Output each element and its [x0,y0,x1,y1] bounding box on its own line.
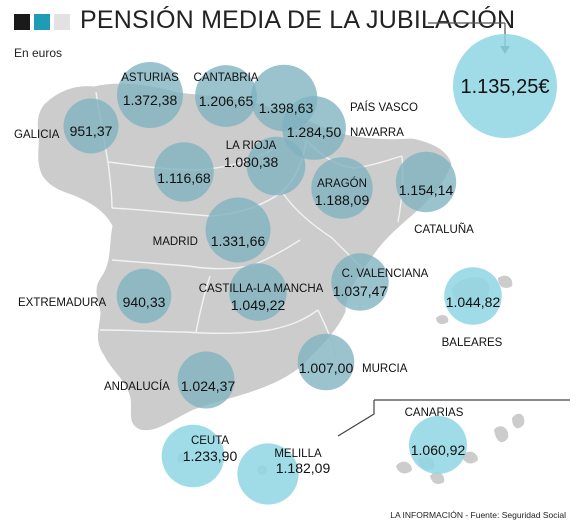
value-label: 940,33 [123,294,166,310]
region-name-label: ANDALUCÍA [104,380,170,393]
bubble-galicia [63,98,119,154]
region-name-label: EXTREMADURA [18,297,107,309]
region-name-label: CANARIAS [405,407,464,419]
value-label: 1.188,09 [315,192,370,208]
bubble-aragón [311,157,373,219]
value-label: 951,37 [70,123,113,139]
region-name-label: CEUTA [191,435,229,447]
bubble-cantabria [195,65,257,127]
value-label: 1.372,38 [123,92,178,108]
bubble-extremadura [116,268,172,324]
value-label: 1.284,50 [287,124,342,140]
region-name-label: CASTILLA-LA MANCHA [199,283,324,295]
bubble-murcia [297,333,355,391]
bubble-c-valenciana [331,253,389,311]
bubble-país-vasco [282,96,346,160]
value-label: 1.024,37 [181,378,236,394]
value-label: 1.154,14 [399,182,454,198]
region-name-label: PAÍS VASCO [350,101,418,114]
source-note: LA INFORMACIÓN - Fuente: Seguridad Socia… [390,510,566,520]
national-average-bubble [453,34,557,138]
value-label: 1.182,09 [276,460,331,476]
bubble-ceuta [161,424,225,488]
region-name-label: MADRID [153,236,198,248]
bubble-asturias [117,62,183,128]
canarias-inset-frame [337,399,570,437]
region-name-label: CANTABRIA [194,72,259,84]
bubble-cataluña [395,151,457,213]
national-average-label: 1.135,25€ [461,76,550,98]
region-name-label: NAVARRA [350,127,404,139]
value-label: 1.080,38 [224,154,279,170]
legend-swatch-dark [14,14,30,30]
value-label: 1.206,65 [199,93,254,109]
chart-title: PENSIÓN MEDIA DE LA JUBILACIÓN [80,6,516,34]
value-label: 1.060,92 [411,442,466,458]
region-name-label: GALICIA [14,129,60,141]
bubble-melilla [237,443,299,505]
value-label: 1.116,68 [157,170,211,186]
bubble-baleares [444,267,502,325]
region-name-label: MURCIA [362,363,408,375]
value-label: 1.331,66 [211,233,266,249]
value-label: 1.233,90 [183,448,238,464]
region-name-label: ASTURIAS [121,72,179,84]
value-label: 1.037,47 [333,283,388,299]
value-label: 1.049,22 [231,297,286,313]
legend-swatch-blue [34,14,50,30]
bubble-andalucía [177,351,235,409]
bubble-madrid [205,197,271,263]
chart-subtitle: En euros [14,46,63,60]
bubble-canarias [409,416,467,474]
region-name-label: ARAGÓN [317,177,367,190]
region-name-label: BALEARES [442,337,503,349]
region-name-label: C. VALENCIANA [342,268,429,280]
value-label: 1.044,82 [446,294,501,310]
bubble-region-7 [154,142,214,202]
bubble-castilla-la-mancha [229,263,287,321]
region-name-label: MELILLA [274,448,322,460]
value-label: 1.007,00 [299,360,354,376]
region-name-label: LA RIOJA [226,140,277,152]
bubble-la-rioja [246,136,306,196]
value-label: 1.398,63 [259,100,314,116]
region-name-label: CATALUÑA [414,223,474,236]
legend-swatch-grey [54,14,70,30]
